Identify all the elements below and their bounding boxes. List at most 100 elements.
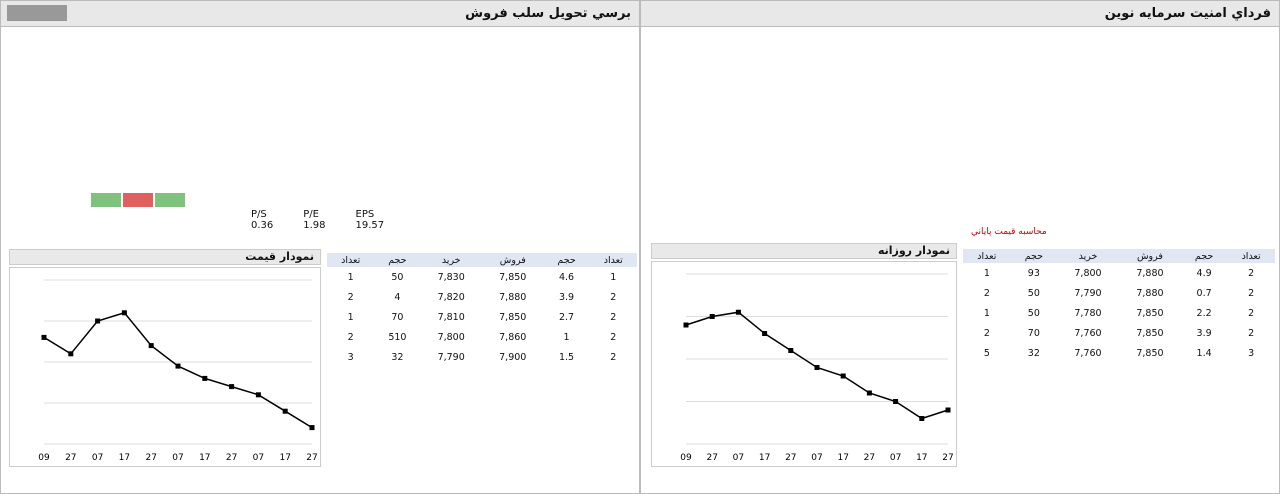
orders-cell: 1.4 [1196,347,1212,359]
orders-col-header: ﻓﺮﻭﺵ [1118,249,1181,263]
orders-cell: 5 [983,347,990,359]
eps-block: P/S 0.36 P/E 1.98 EPS 19.57 [251,209,384,231]
left-chart-title: ﻧﻤﻮﺩﺍﺭ ﻗﻴﻤﺖ [9,249,321,265]
data-point [893,399,899,404]
x-tick-label: 27 [145,453,156,463]
data-point [945,407,951,413]
orders-row: 1 70 7,810 7,850 2.7 2 [327,307,637,327]
orders-cell: 2 [1248,267,1255,279]
orders-cell: 7,790 [437,351,465,363]
orders-row: 1 93 7,800 7,880 4.9 2 [963,263,1275,283]
orders-cell: 2 [1248,327,1255,339]
data-point [95,318,101,324]
orders-cell: 7,800 [437,331,465,343]
data-point [840,373,846,379]
orders-cell: 1.5 [558,351,575,363]
orders-cell: 510 [388,331,407,343]
orders-cell: 3.9 [558,291,575,303]
orders-cell: 50 [1027,307,1040,319]
orders-cell: 2 [1248,287,1255,299]
x-tick-label: 07 [253,453,264,463]
orders-row: 3 32 7,790 7,900 1.5 2 [327,347,637,367]
orders-cell: 3 [347,351,354,363]
orders-row: 2 510 7,800 7,860 1 2 [327,327,637,347]
orders-cell: 1 [983,307,990,319]
orders-col-header: ﺗﻌﺪﺍﺩ [1227,249,1275,263]
orders-cell: 2 [983,327,990,339]
orders-cell: 7,880 [1136,267,1164,279]
orders-col-header: ﺣﺠﻢ [1180,249,1228,263]
orders-cell: 7,780 [1074,307,1102,319]
orders-cell: 7,850 [499,271,527,283]
orders-cell: 7,860 [499,331,527,343]
x-tick-label: 07 [733,453,744,463]
left-titlebar: ﺑﺮﺳﻲ ﺗﺤﻮﻳﻞ ﺳﻠﺐ ﻓﺮﻭﺵ [1,1,639,27]
orders-cell: 2 [347,331,354,343]
x-tick-label: 09 [680,453,692,463]
orders-cell: 7,880 [1136,287,1164,299]
orders-cell: 1 [983,267,990,279]
right-warning: ﻣﺤﺎﺳﺒﻪ ﻗﻴﻤﺖ ﭘﺎﻳﺎﻧﻲ [971,227,1047,237]
orders-row: 1 50 7,830 7,850 4.6 1 [327,267,637,287]
orders-cell: 70 [1027,327,1040,339]
orders-cell: 7,850 [1136,307,1164,319]
data-point [866,390,872,396]
orders-row: 2 50 7,790 7,880 0.7 2 [963,283,1275,303]
right-price-chart[interactable]: 09 27 07 17 27 07 17 27 07 17 27 [651,261,957,467]
data-point [919,416,925,421]
x-tick-label: 17 [916,453,927,463]
orders-cell: 50 [1027,287,1040,299]
orders-cell: 1 [347,311,354,323]
orders-cell: 2 [610,331,617,343]
left-window-title: ﺑﺮﺳﻲ ﺗﺤﻮﻳﻞ ﺳﻠﺐ ﻓﺮﻭﺵ [465,6,631,21]
orders-cell: 7,800 [1074,267,1102,279]
x-tick-label: 17 [279,453,290,463]
orders-cell: 7,900 [499,351,527,363]
series-line [43,311,313,429]
orders-cell: 7,850 [1136,327,1164,339]
x-tick-label: 27 [785,453,796,463]
orders-row: 1 50 7,780 7,850 2.2 2 [963,303,1275,323]
data-point [735,309,741,315]
x-tick-label: 27 [306,453,317,463]
app-logo [7,5,67,21]
orders-cell: 1 [563,331,570,343]
eps-cell: EPS 19.57 [355,209,385,231]
orders-col-header: ﺣﺠﻢ [374,253,421,267]
x-tick-label: 27 [226,453,237,463]
orders-cell: 2 [1248,307,1255,319]
data-point [309,425,315,431]
status-green [91,193,121,207]
orders-cell: 2 [983,287,990,299]
orders-cell: 3 [1248,347,1255,359]
left-orders-table: ﺗﻌﺪﺍﺩ ﺣﺠﻢ ﺧﺮﻳﺪ ﻓﺮﻭﺵ ﺣﺠﻢ ﺗﻌﺪﺍﺩ 1 50 7,830 7,850 4.… [327,253,637,367]
orders-col-header: ﺣﺠﻢ [543,253,590,267]
orders-cell: 0.7 [1196,287,1212,299]
orders-cell: 93 [1027,267,1040,279]
left-price-chart[interactable]: 09 27 07 17 27 07 17 27 07 17 27 [9,267,321,467]
pe-cell: P/E 1.98 [303,209,326,231]
data-point [68,351,74,357]
data-point [121,310,127,316]
orders-cell: 7,850 [1136,347,1164,359]
data-point [282,408,288,414]
orders-cell: 7,830 [437,271,465,283]
x-tick-label: 17 [199,453,210,463]
orders-col-header: ﺗﻌﺪﺍﺩ [327,253,375,267]
orders-cell: 1 [347,271,354,283]
orders-cell: 7,810 [437,311,465,323]
ps-cell: P/S 0.36 [251,209,274,231]
orders-cell: 2 [610,291,617,303]
orders-cell: 4 [394,291,401,303]
orders-cell: 2 [610,351,617,363]
data-point [762,331,768,336]
orders-cell: 7,760 [1074,327,1102,339]
right-titlebar: ﻓﺮﺩﺍﻱ ﺍﻣﻨﻴﺖ ﺳﺮﻣﺎﻳﻪ ﻧﻮﻳﻦ [641,1,1279,27]
status-red [123,193,153,207]
x-tick-label: 27 [942,453,953,463]
orders-cell: 1 [610,271,617,283]
data-point [683,322,689,328]
data-point [202,375,208,381]
orders-cell: 3.9 [1196,327,1212,339]
left-window: ﺑﺮﺳﻲ ﺗﺤﻮﻳﻞ ﺳﻠﺐ ﻓﺮﻭﺵ P/S 0.36 P/E 1.98 EPS 1… [0,0,640,494]
